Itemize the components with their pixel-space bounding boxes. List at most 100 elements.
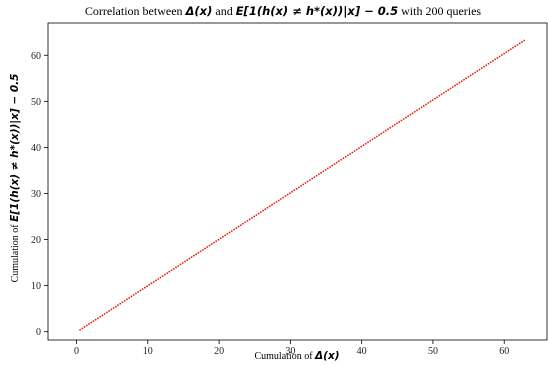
data-point	[302, 183, 305, 186]
data-point	[244, 221, 247, 224]
data-point	[434, 97, 436, 100]
data-point	[277, 199, 280, 202]
data-point	[460, 80, 463, 83]
data-point	[358, 147, 360, 150]
data-point	[353, 150, 356, 152]
data-point	[112, 307, 115, 309]
plot-area-frame	[47, 22, 548, 341]
data-point	[329, 166, 331, 168]
y-axis-label: Cumulation of E[1(h(x) ≠ h*(x))|x] − 0.5	[9, 74, 21, 283]
data-point	[163, 273, 166, 276]
y-tick-label: 10	[31, 281, 41, 292]
data-point	[311, 177, 314, 180]
data-point	[88, 323, 90, 325]
data-point	[286, 193, 289, 196]
y-tick-label: 30	[31, 189, 41, 200]
data-point	[175, 266, 177, 269]
data-point	[237, 225, 240, 228]
data-point	[320, 171, 322, 174]
data-point	[449, 87, 452, 90]
data-point	[119, 302, 122, 305]
data-point	[346, 154, 349, 157]
y-tick-label: 60	[31, 51, 41, 62]
y-tick-label: 40	[31, 143, 41, 154]
data-point	[469, 74, 472, 77]
data-point	[186, 259, 189, 261]
data-point	[304, 182, 307, 184]
data-point	[463, 78, 465, 81]
data-point	[161, 275, 164, 277]
data-point	[195, 253, 198, 256]
data-point	[389, 126, 392, 129]
data-point	[117, 304, 119, 307]
data-point	[342, 157, 345, 160]
data-point	[492, 59, 494, 62]
data-point	[166, 272, 169, 275]
x-tick-label: 20	[214, 346, 224, 357]
data-point	[97, 317, 99, 320]
data-point	[201, 248, 204, 251]
data-point	[246, 219, 249, 222]
data-point	[400, 119, 403, 122]
data-point	[126, 298, 128, 301]
data-point	[90, 321, 93, 324]
data-point	[322, 170, 325, 173]
x-tick-label: 40	[357, 346, 367, 357]
data-point	[309, 179, 311, 182]
data-point	[425, 103, 427, 106]
data-point	[411, 112, 414, 115]
x-tick-label: 50	[428, 346, 438, 357]
x-tick-label: 60	[499, 346, 509, 357]
data-point	[387, 128, 389, 131]
data-point	[264, 208, 267, 211]
data-point	[494, 58, 497, 61]
data-point	[101, 314, 104, 317]
data-point	[251, 217, 253, 219]
data-point	[380, 132, 383, 135]
data-point	[291, 190, 293, 193]
x-tick-label: 10	[143, 346, 153, 357]
x-tick-label: 30	[285, 346, 295, 357]
data-point	[297, 186, 300, 189]
data-point	[382, 131, 385, 134]
data-point	[445, 90, 447, 93]
data-point	[230, 230, 233, 232]
data-point	[179, 263, 182, 266]
data-point	[438, 94, 441, 97]
data-point	[487, 62, 490, 65]
data-point	[362, 144, 365, 147]
data-point	[440, 93, 443, 96]
data-point	[402, 118, 405, 120]
data-point	[266, 206, 269, 209]
data-point	[331, 164, 334, 167]
data-point	[123, 299, 126, 302]
data-point	[235, 227, 238, 229]
data-point	[454, 84, 456, 87]
data-point	[150, 282, 153, 285]
data-point	[351, 151, 354, 154]
data-point	[420, 106, 423, 109]
data-point	[518, 42, 521, 45]
data-point	[512, 46, 514, 49]
data-point	[476, 70, 479, 72]
data-point	[130, 295, 133, 298]
data-point	[190, 256, 193, 259]
data-point	[204, 247, 206, 250]
data-point	[181, 262, 184, 264]
data-point	[376, 135, 378, 138]
data-point	[509, 48, 512, 51]
data-point	[217, 238, 220, 241]
data-point	[474, 71, 476, 74]
data-point	[108, 310, 110, 312]
data-point	[398, 121, 401, 123]
data-point	[253, 215, 256, 218]
data-point	[315, 174, 318, 177]
data-point	[373, 137, 376, 139]
data-point	[458, 81, 461, 84]
data-point	[338, 160, 340, 163]
data-point	[451, 86, 454, 88]
data-point	[516, 43, 519, 46]
data-point	[268, 205, 271, 208]
data-point	[226, 233, 229, 235]
